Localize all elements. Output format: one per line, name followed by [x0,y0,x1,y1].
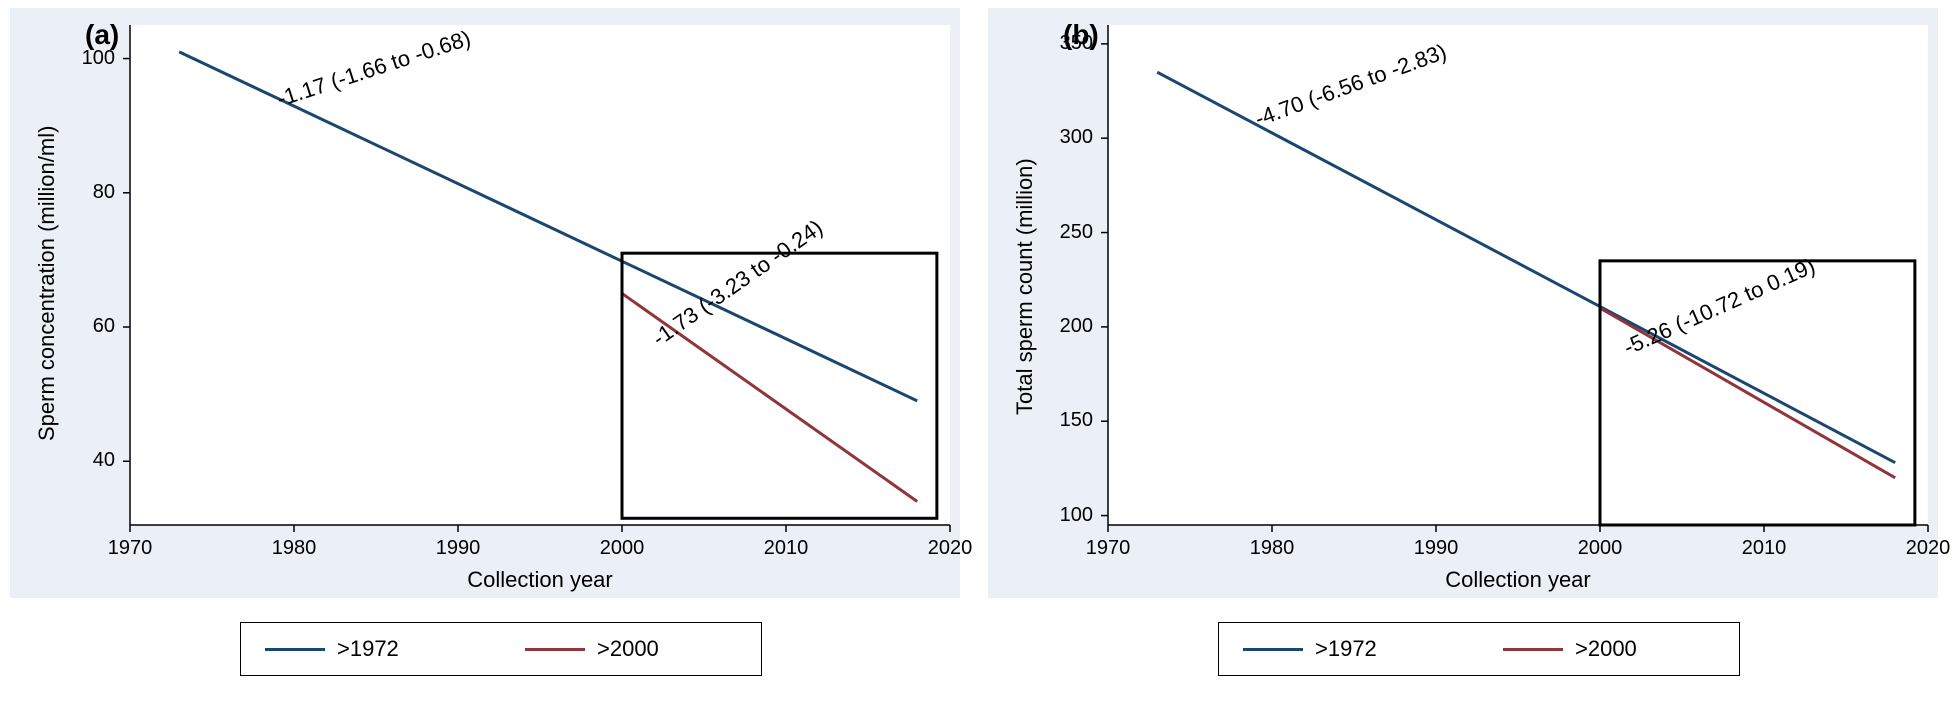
x-tick-label: 1980 [272,537,317,560]
legend-swatch [1503,648,1563,651]
x-tick-label: 1970 [1086,537,1131,560]
x-tick-label: 1980 [1250,537,1295,560]
panel-b-legend: >1972 >2000 [1218,622,1740,676]
panel-a-legend: >1972 >2000 [240,622,762,676]
x-tick-label: 2020 [928,537,973,560]
legend-item: >2000 [525,636,659,662]
x-tick-label: 2000 [1578,537,1623,560]
panel-a: (a) Sperm concentration (million/ml) Col… [0,0,977,705]
y-tick-label: 350 [1038,32,1093,55]
y-tick-label: 200 [1038,315,1093,338]
figure-root: (a) Sperm concentration (million/ml) Col… [0,0,1955,705]
legend-item: >1972 [265,636,399,662]
x-tick-label: 2010 [1742,537,1787,560]
x-tick-label: 1990 [1414,537,1459,560]
legend-item: >2000 [1503,636,1637,662]
legend-label: >1972 [337,636,399,662]
panel-a-svg [0,0,977,705]
x-tick-label: 1990 [436,537,481,560]
x-tick-label: 2010 [764,537,809,560]
legend-label: >2000 [597,636,659,662]
panel-b: (b) Total sperm count (million) Collecti… [978,0,1955,705]
y-tick-label: 40 [60,449,115,472]
y-tick-label: 150 [1038,409,1093,432]
legend-swatch [525,648,585,651]
legend-swatch [1243,648,1303,651]
x-tick-label: 2000 [600,537,645,560]
legend-item: >1972 [1243,636,1377,662]
x-tick-label: 1970 [108,537,153,560]
y-tick-label: 80 [60,181,115,204]
y-tick-label: 60 [60,315,115,338]
y-tick-label: 100 [1038,504,1093,527]
panel-b-svg [978,0,1955,705]
legend-label: >1972 [1315,636,1377,662]
y-tick-label: 250 [1038,221,1093,244]
legend-label: >2000 [1575,636,1637,662]
x-tick-label: 2020 [1906,537,1951,560]
legend-swatch [265,648,325,651]
y-tick-label: 100 [60,47,115,70]
y-tick-label: 300 [1038,126,1093,149]
inset-box [622,253,937,518]
